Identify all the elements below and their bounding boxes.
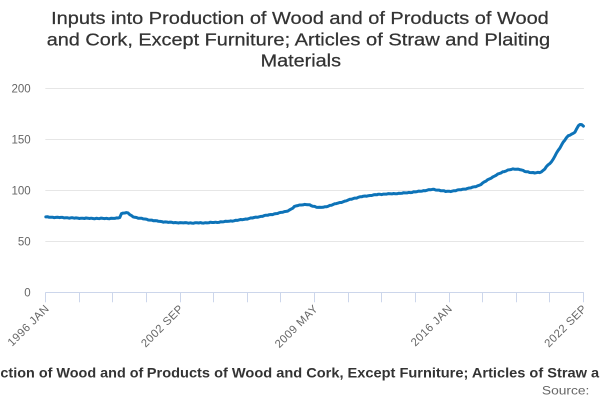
svg-text:Products of Wood and Cork, Exc: Products of Wood and Cork, Except Furnit… [147, 365, 600, 380]
svg-text:0: 0 [24, 287, 30, 299]
svg-text:ture; Articles of Straw and Pl: ture; Articles of Straw and Plaiting [250, 30, 550, 50]
svg-text:Inputs into Production of Wood: Inputs into Production of Wood and of Pr… [51, 8, 549, 28]
svg-text:2009 MAY: 2009 MAY [273, 303, 321, 351]
svg-text:1996 JAN: 1996 JAN [6, 303, 52, 349]
svg-text:50: 50 [18, 236, 31, 248]
svg-text:2022 SEP: 2022 SEP [543, 303, 590, 350]
svg-text:Inputs into Production of Wood: Inputs into Production of Wood and of [0, 365, 144, 380]
svg-text:Source:: Source: [542, 383, 589, 397]
svg-text:Materials: Materials [261, 50, 341, 70]
svg-text:200: 200 [12, 84, 31, 96]
svg-text:and Cork, Except Furni: and Cork, Except Furni [47, 29, 250, 49]
svg-text:150: 150 [12, 135, 31, 147]
svg-text:2016 JAN: 2016 JAN [409, 303, 455, 349]
svg-text:2002 SEP: 2002 SEP [139, 303, 186, 350]
svg-text:100: 100 [12, 185, 31, 197]
